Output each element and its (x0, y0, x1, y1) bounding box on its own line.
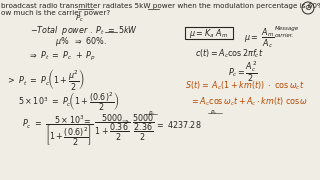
Text: $P_c$: $P_c$ (75, 14, 84, 24)
Text: $S(t)=\ A_c(1+km(t))\ \cdot\ \cos\omega_c t$: $S(t)=\ A_c(1+km(t))\ \cdot\ \cos\omega_… (185, 80, 305, 93)
Text: carrier.: carrier. (275, 33, 294, 38)
Text: $=\ 4237.28$: $=\ 4237.28$ (155, 119, 202, 130)
Text: $P_c$: $P_c$ (148, 109, 156, 118)
Text: $>\ P_t\ =\ P_c\!\left(1+\dfrac{\mu^2}{2}\right)$: $>\ P_t\ =\ P_c\!\left(1+\dfrac{\mu^2}{2… (6, 67, 85, 92)
Text: $\mu\%\ \ \Rightarrow\ 60\%.$: $\mu\%\ \ \Rightarrow\ 60\%.$ (55, 35, 107, 48)
Text: $\mu=K_a\ A_m$: $\mu=K_a\ A_m$ (189, 26, 228, 39)
Text: $=\ \dfrac{5000}{1+\dfrac{0.36}{2}}$: $=\ \dfrac{5000}{1+\dfrac{0.36}{2}}$ (82, 113, 130, 143)
Text: Message: Message (275, 26, 299, 31)
Text: $P_c$: $P_c$ (210, 108, 217, 117)
Bar (185, 27, 233, 39)
Text: broadcast radio transmitter radiates 5kW power when the modulation percentage is: broadcast radio transmitter radiates 5kW… (1, 3, 320, 9)
Text: $P_c=\dfrac{A_c^2}{2}$: $P_c=\dfrac{A_c^2}{2}$ (228, 60, 258, 84)
Text: $P_c\ =\ \dfrac{5\times10^3}{\left[1+\dfrac{(0.6)^2}{2}\right]}$: $P_c\ =\ \dfrac{5\times10^3}{\left[1+\df… (22, 113, 94, 148)
Text: $=A_c\cos\omega_c t+A_c\cdot km(t)\ \cos\omega$: $=A_c\cos\omega_c t+A_c\cdot km(t)\ \cos… (190, 96, 308, 109)
Text: $\oslash$: $\oslash$ (304, 3, 312, 12)
Text: $5\times10^3\ =\ P_c\!\left(1+\dfrac{(0.6)^2}{2}\right)$: $5\times10^3\ =\ P_c\!\left(1+\dfrac{(0.… (18, 90, 119, 113)
Text: $\mu=\ \dfrac{A_m}{A_c}$: $\mu=\ \dfrac{A_m}{A_c}$ (244, 26, 275, 50)
Text: $\Rightarrow\ \dfrac{5000}{\dfrac{2.36}{2}}$: $\Rightarrow\ \dfrac{5000}{\dfrac{2.36}{… (120, 113, 155, 143)
Text: ow much is the carrier power?: ow much is the carrier power? (1, 10, 110, 16)
Text: $-Total\ \ power\ .\ P_t\ =\ 5kW$: $-Total\ \ power\ .\ P_t\ =\ 5kW$ (30, 24, 138, 37)
Text: $c(t)=A_c\cos2\pi f_c t$: $c(t)=A_c\cos2\pi f_c t$ (195, 47, 264, 60)
Text: $\Rightarrow\ P_t\ =\ P_c\ +\ P_p$: $\Rightarrow\ P_t\ =\ P_c\ +\ P_p$ (28, 50, 96, 63)
